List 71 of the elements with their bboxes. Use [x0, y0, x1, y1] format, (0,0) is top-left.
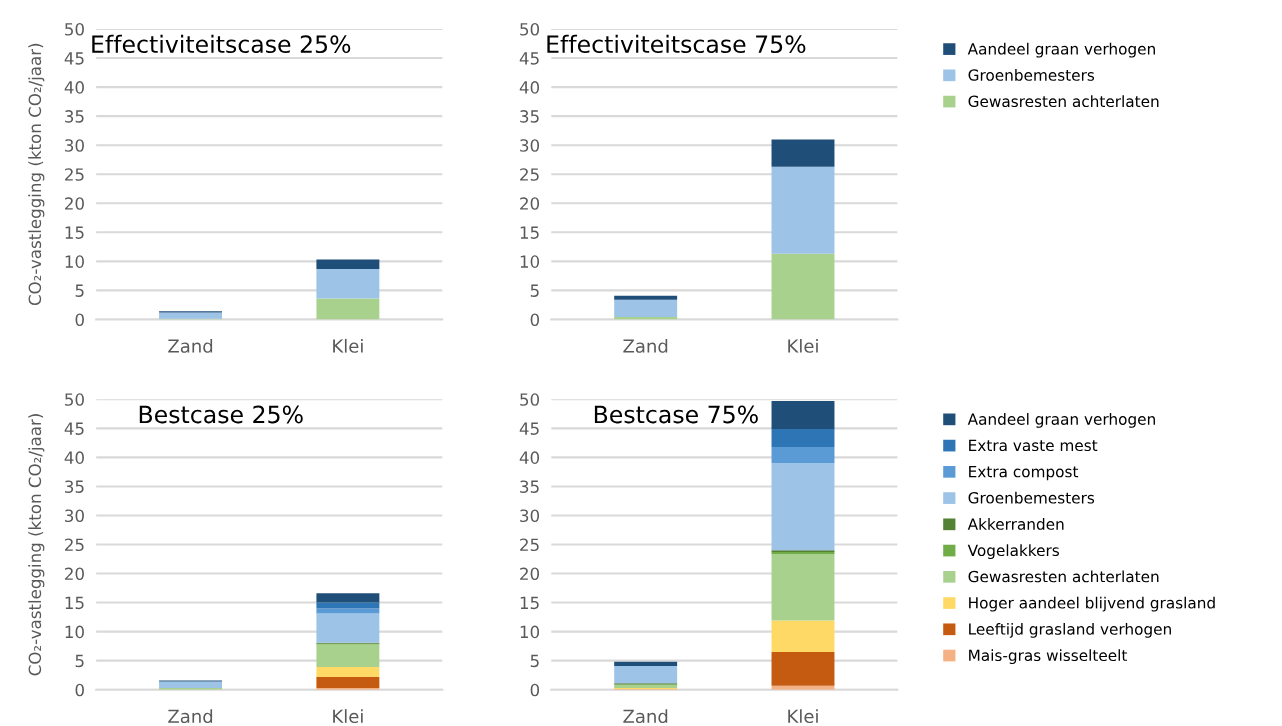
x-tick-label: Zand: [168, 338, 213, 353]
y-tick-label: 10: [520, 625, 540, 639]
y-tick-label: 50: [65, 23, 84, 36]
y-tick-label: 5: [75, 654, 84, 668]
y-tick-label: 20: [65, 567, 84, 581]
y-tick-label: 25: [65, 538, 84, 552]
x-tick-label: Zand: [168, 709, 213, 724]
y-tick-label: 45: [64, 422, 84, 435]
legend-label: Groenbemesters: [968, 491, 1095, 504]
x-tick-label: Klei: [788, 709, 818, 724]
y-axis-title: CO₂-vastlegging (kton CO₂/jaar): [28, 43, 45, 306]
y-tick-label: 5: [530, 284, 539, 297]
y-tick-label: 10: [65, 255, 84, 268]
y-tick-label: 15: [65, 596, 84, 610]
x-tick-label: Klei: [333, 338, 363, 353]
chart-title: Bestcase 75%: [594, 405, 758, 424]
y-tick-label: 35: [65, 480, 84, 493]
legend-label: Leeftijd grasland verhogen: [969, 623, 1171, 638]
x-tick-label: Zand: [623, 709, 668, 724]
chart-title: Effectiviteitscase 75%: [547, 34, 806, 54]
y-tick-label: 0: [75, 313, 84, 327]
y-tick-label: 50: [520, 23, 540, 36]
y-tick-label: 0: [75, 683, 84, 697]
legend-label: Aandeel graan verhogen: [967, 42, 1155, 58]
y-tick-label: 35: [520, 110, 539, 123]
legend-label: Akkerranden: [967, 518, 1064, 530]
x-tick-label: Klei: [788, 338, 818, 353]
legend-label: Gewasresten achterlaten: [968, 570, 1159, 583]
y-tick-label: 45: [64, 52, 84, 65]
y-tick-label: 10: [65, 625, 84, 639]
y-tick-label: 40: [64, 451, 84, 464]
y-tick-label: 30: [520, 139, 540, 152]
y-tick-label: 0: [530, 683, 540, 697]
y-tick-label: 20: [65, 197, 84, 210]
y-tick-label: 50: [65, 393, 84, 406]
y-tick-label: 25: [520, 168, 539, 181]
y-tick-label: 45: [519, 52, 539, 65]
y-tick-label: 5: [530, 654, 539, 668]
chart-title: Bestcase 25%: [139, 405, 303, 424]
y-tick-label: 5: [75, 284, 84, 297]
y-tick-label: 30: [65, 509, 84, 523]
y-tick-label: 40: [519, 451, 540, 464]
legend-label: Mais-gras wisselteelt: [969, 649, 1128, 665]
legend-label: Hoger aandeel blijvend grasland: [969, 596, 1215, 612]
y-tick-label: 50: [520, 393, 540, 406]
legend-label: Aandeel graan verhogen: [967, 413, 1155, 428]
y-tick-label: 30: [65, 139, 84, 152]
y-tick-label: 30: [520, 509, 540, 523]
chart-title: Effectiviteitscase 25%: [92, 34, 351, 54]
y-tick-label: 20: [520, 567, 540, 581]
y-tick-label: 15: [520, 596, 539, 610]
y-tick-label: 15: [65, 226, 84, 239]
y-tick-label: 40: [64, 81, 84, 94]
y-tick-label: 35: [65, 110, 84, 123]
legend-label: Groenbemesters: [968, 69, 1095, 81]
y-tick-label: 45: [519, 422, 539, 435]
legend-label: Extra compost: [969, 466, 1079, 481]
y-tick-label: 20: [520, 197, 540, 210]
y-tick-label: 35: [520, 480, 539, 493]
legend-label: Vogelakkers: [967, 544, 1059, 560]
x-tick-label: Zand: [623, 338, 668, 353]
y-tick-label: 40: [519, 81, 540, 94]
legend-label: Gewasresten achterlaten: [968, 95, 1159, 108]
y-tick-label: 15: [520, 226, 539, 239]
y-tick-label: 25: [65, 168, 84, 181]
y-tick-label: 25: [520, 538, 539, 552]
y-tick-label: 10: [520, 255, 540, 268]
y-tick-label: 0: [530, 313, 540, 327]
x-tick-label: Klei: [333, 709, 363, 724]
legend-label: Extra vaste mest: [969, 439, 1098, 452]
y-axis-title: CO₂-vastlegging (kton CO₂/jaar): [28, 414, 45, 676]
